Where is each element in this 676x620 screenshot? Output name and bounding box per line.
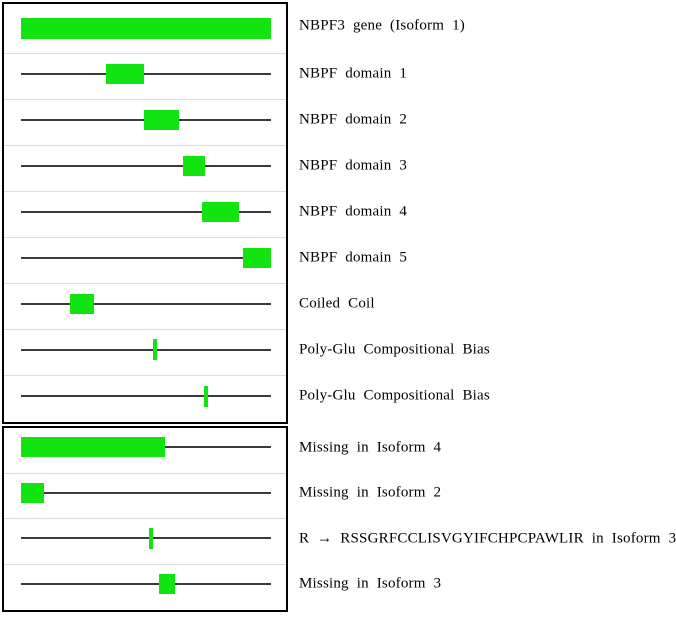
feature-row (4, 565, 286, 611)
feature-labels-column: NBPF3 gene (Isoform 1) NBPF domain 1 NBPF … (299, 0, 676, 620)
protein-track (21, 330, 271, 375)
feature-row (4, 284, 286, 330)
feature-marker (144, 109, 179, 130)
protein-track (21, 519, 271, 564)
feature-row (4, 428, 286, 474)
feature-marker (70, 293, 94, 314)
feature-marker (106, 63, 144, 84)
protein-backbone-line (21, 210, 271, 213)
protein-track (21, 238, 271, 283)
protein-backbone-line (21, 348, 271, 351)
protein-track (21, 146, 271, 191)
feature-marker (183, 155, 205, 176)
feature-label: R → RSSGRFCCLISVGYIFCHPCPAWLIR in Isofor… (299, 530, 676, 547)
protein-backbone-line (21, 395, 271, 397)
feature-label: NBPF domain 1 (299, 65, 408, 82)
feature-row (4, 474, 286, 519)
feature-label: NBPF domain 2 (299, 111, 408, 128)
feature-label: Coiled Coil (299, 295, 375, 312)
feature-row (4, 146, 286, 192)
protein-track (21, 376, 271, 422)
feature-marker (159, 574, 175, 595)
protein-track (21, 474, 271, 519)
feature-marker (21, 18, 271, 39)
feature-marker (21, 437, 165, 458)
feature-label: Missing in Isoform 3 (299, 575, 442, 592)
feature-row (4, 100, 286, 146)
feature-label: NBPF domain 5 (299, 249, 408, 266)
feature-label: Poly-Glu Compositional Bias (299, 387, 490, 404)
feature-row (4, 4, 286, 54)
feature-label: Missing in Isoform 4 (299, 439, 442, 456)
feature-row (4, 54, 286, 100)
feature-marker (202, 201, 239, 222)
feature-row (4, 192, 286, 238)
protein-backbone-line (21, 72, 271, 75)
feature-marker (204, 385, 208, 407)
protein-backbone-line (21, 537, 271, 540)
protein-backbone-line (21, 302, 271, 305)
feature-label: NBPF domain 3 (299, 157, 408, 174)
feature-row (4, 376, 286, 422)
protein-track (21, 192, 271, 237)
feature-marker (21, 482, 44, 503)
feature-label: Missing in Isoform 2 (299, 484, 442, 501)
protein-track (21, 100, 271, 145)
feature-row (4, 238, 286, 284)
protein-backbone-line (21, 164, 271, 167)
protein-track (21, 54, 271, 99)
feature-panel-main (2, 2, 288, 424)
feature-marker (243, 247, 271, 268)
protein-track (21, 428, 271, 473)
protein-backbone-line (21, 256, 271, 259)
feature-marker (153, 339, 157, 360)
feature-label: Poly-Glu Compositional Bias (299, 341, 490, 358)
feature-label: NBPF domain 4 (299, 203, 408, 220)
protein-backbone-line (21, 583, 271, 586)
protein-track (21, 565, 271, 611)
feature-panel-isoforms (2, 426, 288, 612)
protein-track (21, 284, 271, 329)
feature-row (4, 330, 286, 376)
protein-track (21, 4, 271, 53)
feature-marker (149, 527, 153, 549)
feature-row (4, 519, 286, 565)
protein-backbone-line (21, 491, 271, 494)
feature-label: NBPF3 gene (Isoform 1) (299, 17, 465, 34)
